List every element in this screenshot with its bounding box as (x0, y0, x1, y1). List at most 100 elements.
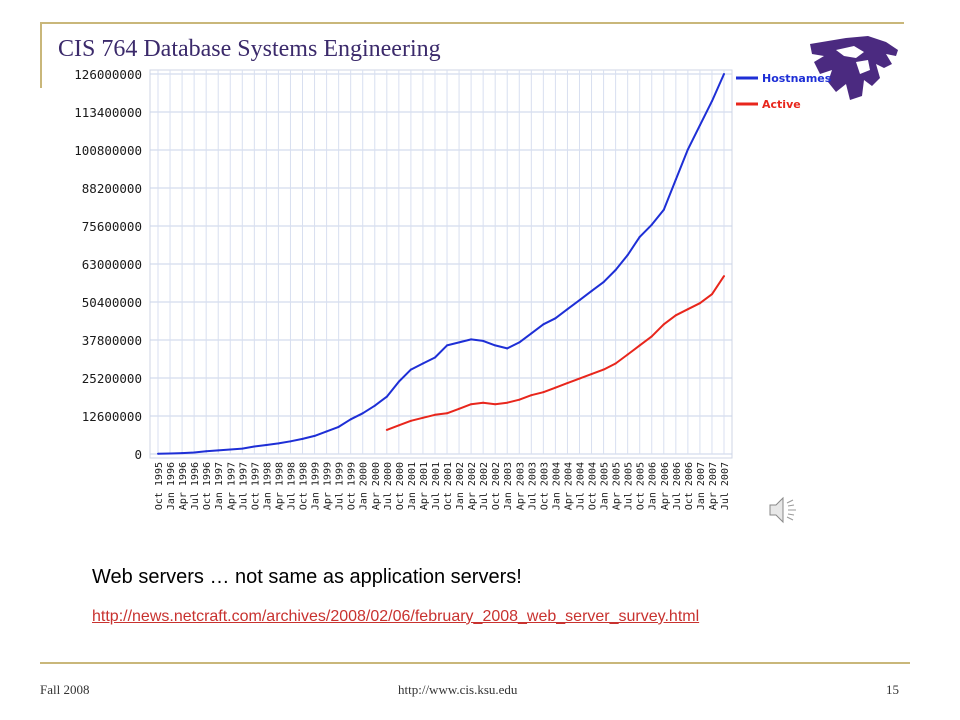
data-point-hostnames (698, 124, 701, 127)
data-point-hostnames (313, 434, 316, 437)
data-point-active (626, 353, 629, 356)
x-tick-label: Jul 2007 (720, 462, 731, 510)
x-tick-label: Jul 1996 (190, 462, 201, 510)
data-point-hostnames (397, 380, 400, 383)
x-tick-label: Apr 2006 (660, 462, 671, 510)
slide-number: 15 (886, 682, 899, 697)
slide-title: CIS 764 Database Systems Engineering (58, 36, 441, 62)
data-point-hostnames (409, 368, 412, 371)
x-tick-label: Jan 1999 (311, 462, 322, 510)
legend-label: Active (762, 98, 801, 111)
data-point-hostnames (506, 347, 509, 350)
data-point-active (554, 386, 557, 389)
data-point-hostnames (566, 308, 569, 311)
footer-url: http://www.cis.ksu.edu (398, 682, 518, 697)
y-tick-label: 0 (134, 447, 142, 462)
data-point-active (698, 302, 701, 305)
data-point-active (662, 323, 665, 326)
data-point-hostnames (349, 418, 352, 421)
netcraft-survey-link[interactable]: http://news.netcraft.com/archives/2008/0… (92, 608, 700, 625)
data-point-hostnames (723, 73, 725, 75)
x-tick-label: Apr 2005 (612, 462, 623, 510)
x-tick-label: Jan 1996 (166, 462, 177, 510)
data-point-hostnames (662, 208, 665, 211)
data-point-hostnames (157, 452, 159, 455)
data-point-active (614, 362, 617, 365)
data-point-hostnames (265, 443, 268, 446)
x-tick-label: Oct 1995 (154, 462, 165, 510)
x-tick-label: Jan 2005 (600, 462, 611, 510)
data-point-hostnames (241, 447, 244, 450)
data-point-active (385, 428, 388, 431)
x-tick-label: Apr 1999 (323, 462, 334, 510)
data-point-active (397, 424, 400, 427)
x-tick-label: Jul 1999 (335, 462, 346, 510)
x-tick-label: Apr 2007 (708, 462, 719, 510)
x-tick-label: Jan 2006 (648, 462, 659, 510)
x-tick-label: Jan 2002 (455, 462, 466, 510)
y-tick-label: 88200000 (82, 181, 142, 196)
data-point-hostnames (602, 281, 605, 284)
x-tick-label: Apr 2004 (563, 462, 574, 510)
series-line-hostnames (157, 73, 725, 455)
data-point-hostnames (277, 442, 280, 445)
caption-text: Web servers … not same as application se… (92, 566, 522, 588)
x-tick-label: Oct 2006 (684, 462, 695, 510)
x-tick-label: Jul 2006 (672, 462, 683, 510)
x-tick-label: Apr 1997 (226, 462, 237, 510)
speaker-icon[interactable] (766, 492, 802, 528)
frame-left-rule (40, 22, 42, 88)
x-tick-label: Jul 1997 (238, 462, 249, 510)
y-tick-label: 126000000 (74, 67, 142, 82)
data-point-hostnames (205, 450, 208, 453)
x-tick-label: Oct 1996 (202, 462, 213, 510)
x-tick-label: Jan 2003 (503, 462, 514, 510)
x-tick-label: Oct 1997 (250, 462, 261, 510)
data-point-hostnames (518, 341, 521, 344)
data-point-hostnames (650, 223, 653, 226)
data-point-hostnames (217, 449, 220, 452)
data-point-active (530, 394, 533, 397)
data-point-hostnames (446, 344, 449, 347)
x-tick-label: Jul 2003 (527, 462, 538, 510)
data-point-active (638, 344, 641, 347)
data-point-hostnames (253, 445, 256, 448)
chart-legend: Hostnames Active (736, 72, 832, 111)
x-tick-label: Oct 1999 (347, 462, 358, 510)
data-point-hostnames (289, 440, 292, 443)
y-tick-label: 100800000 (74, 143, 142, 158)
footer-date: Fall 2008 (40, 682, 90, 697)
data-point-active (494, 403, 497, 406)
data-point-active (518, 398, 521, 401)
data-point-hostnames (530, 332, 533, 335)
x-tick-label: Oct 2004 (588, 462, 599, 510)
data-point-active (686, 308, 689, 311)
data-point-hostnames (590, 290, 593, 293)
data-point-hostnames (554, 317, 557, 320)
x-tick-label: Jan 2000 (359, 462, 370, 510)
data-point-hostnames (638, 235, 641, 238)
x-tick-label: Apr 1996 (178, 462, 189, 510)
x-tick-label: Jan 1998 (262, 462, 273, 510)
data-point-active (578, 377, 581, 380)
data-point-hostnames (482, 339, 485, 342)
x-tick-label: Oct 2002 (491, 462, 502, 510)
x-tick-label: Apr 2002 (467, 462, 478, 510)
data-point-hostnames (337, 425, 340, 428)
data-point-hostnames (674, 178, 677, 181)
data-point-hostnames (169, 452, 172, 455)
x-tick-label: Jan 2001 (407, 462, 418, 510)
y-tick-label: 25200000 (82, 371, 142, 386)
data-point-active (650, 335, 653, 338)
frame-bottom-rule (40, 662, 910, 664)
x-tick-label: Apr 2003 (515, 462, 526, 510)
data-point-active (590, 373, 593, 376)
data-point-active (433, 413, 436, 416)
y-tick-label: 12600000 (82, 409, 142, 424)
x-tick-label: Jul 2000 (383, 462, 394, 510)
data-point-active (566, 382, 569, 385)
legend-label: Hostnames (762, 72, 832, 85)
ksu-wildcat-logo-icon (806, 34, 904, 104)
x-tick-label: Jul 2002 (479, 462, 490, 510)
data-point-active (710, 293, 713, 296)
